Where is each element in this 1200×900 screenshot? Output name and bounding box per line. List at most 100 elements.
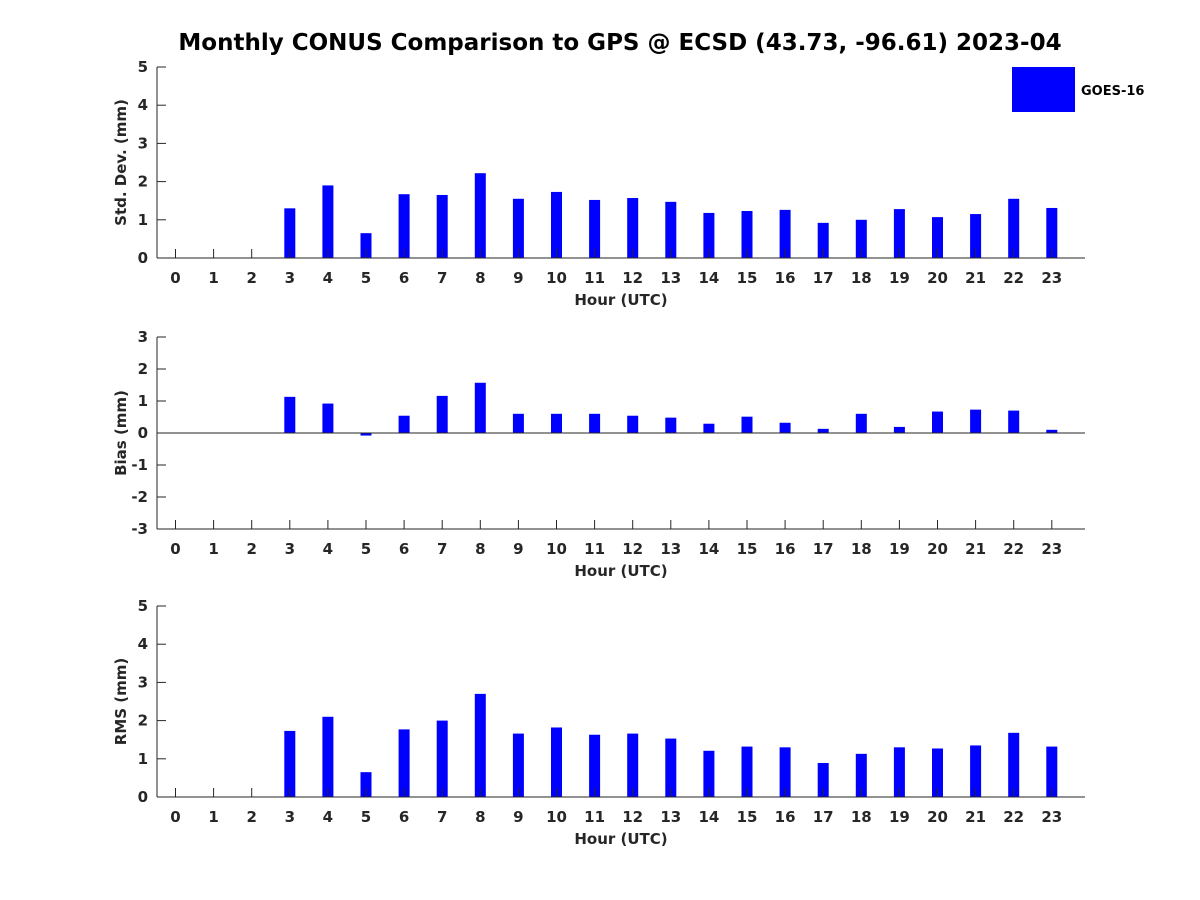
bar-14 bbox=[703, 423, 715, 433]
bar-20 bbox=[932, 217, 943, 258]
y-tick-label: 0 bbox=[138, 249, 148, 267]
bar-16 bbox=[779, 747, 791, 797]
x-tick-label: 7 bbox=[437, 269, 447, 287]
x-tick-label: 4 bbox=[323, 269, 333, 287]
bar-6 bbox=[398, 194, 410, 258]
x-tick-label: 0 bbox=[170, 269, 180, 287]
bar-18 bbox=[855, 219, 867, 258]
x-tick-label: 20 bbox=[927, 808, 948, 826]
y-tick-label: 2 bbox=[138, 173, 148, 191]
bar-11 bbox=[589, 734, 601, 797]
x-tick-label: 20 bbox=[927, 269, 948, 287]
x-tick-label: 9 bbox=[513, 808, 523, 826]
x-tick-label: 6 bbox=[399, 269, 409, 287]
x-tick-label: 4 bbox=[323, 808, 333, 826]
bar-12 bbox=[627, 415, 639, 433]
x-tick-label: 23 bbox=[1041, 269, 1062, 287]
x-tick-label: 17 bbox=[813, 269, 834, 287]
x-tick-label: 22 bbox=[1003, 269, 1024, 287]
x-tick-label: 13 bbox=[660, 808, 681, 826]
y-tick-label: 4 bbox=[138, 96, 148, 114]
legend-label: GOES-16 bbox=[1081, 84, 1144, 99]
x-tick-label: 10 bbox=[546, 540, 567, 558]
bar-13 bbox=[665, 201, 677, 258]
x-tick-label: 2 bbox=[246, 540, 256, 558]
bar-10 bbox=[551, 413, 562, 433]
y-tick-label: 1 bbox=[138, 750, 148, 768]
bar-17 bbox=[817, 763, 829, 797]
bar-6 bbox=[398, 415, 410, 433]
x-tick-label: 11 bbox=[584, 808, 605, 826]
bar-3 bbox=[284, 208, 296, 258]
x-tick-label: 12 bbox=[622, 269, 643, 287]
bar-23 bbox=[1046, 207, 1058, 258]
x-tick-label: 11 bbox=[584, 540, 605, 558]
x-tick-label: 21 bbox=[965, 269, 986, 287]
bar-10 bbox=[551, 191, 562, 258]
bar-22 bbox=[1008, 198, 1020, 258]
x-tick-label: 21 bbox=[965, 540, 986, 558]
x-tick-label: 23 bbox=[1041, 808, 1062, 826]
x-axis-label: Hour (UTC) bbox=[574, 562, 667, 580]
x-tick-label: 19 bbox=[889, 269, 910, 287]
x-tick-label: 17 bbox=[813, 540, 834, 558]
bar-8 bbox=[474, 693, 486, 797]
legend: GOES-16 bbox=[1012, 67, 1144, 112]
x-tick-label: 14 bbox=[698, 808, 719, 826]
x-tick-label: 6 bbox=[399, 540, 409, 558]
x-tick-label: 0 bbox=[170, 540, 180, 558]
y-tick-label: 3 bbox=[138, 328, 148, 346]
y-axis-label: Std. Dev. (mm) bbox=[112, 99, 130, 226]
x-tick-label: 13 bbox=[660, 540, 681, 558]
bar-9 bbox=[512, 733, 524, 797]
x-tick-label: 19 bbox=[889, 808, 910, 826]
y-tick-label: 0 bbox=[138, 788, 148, 806]
x-tick-label: 22 bbox=[1003, 808, 1024, 826]
x-tick-label: 11 bbox=[584, 269, 605, 287]
x-tick-label: 0 bbox=[170, 808, 180, 826]
x-tick-label: 5 bbox=[361, 269, 371, 287]
x-tick-label: 8 bbox=[475, 808, 485, 826]
bar-11 bbox=[589, 199, 601, 258]
bar-18 bbox=[855, 413, 867, 433]
bar-21 bbox=[970, 214, 982, 258]
legend-swatch bbox=[1012, 67, 1075, 112]
x-tick-label: 12 bbox=[622, 540, 643, 558]
x-tick-label: 9 bbox=[513, 540, 523, 558]
x-tick-label: 13 bbox=[660, 269, 681, 287]
x-tick-label: 19 bbox=[889, 540, 910, 558]
x-tick-label: 18 bbox=[851, 540, 872, 558]
x-tick-label: 17 bbox=[813, 808, 834, 826]
y-axis-label: Bias (mm) bbox=[112, 390, 130, 476]
bar-11 bbox=[589, 413, 601, 433]
bar-12 bbox=[627, 733, 639, 797]
x-tick-label: 15 bbox=[737, 540, 758, 558]
x-tick-label: 8 bbox=[475, 540, 485, 558]
y-axis-label: RMS (mm) bbox=[112, 658, 130, 745]
x-tick-label: 5 bbox=[361, 540, 371, 558]
bar-21 bbox=[970, 745, 982, 797]
bar-15 bbox=[741, 211, 753, 258]
x-tick-label: 1 bbox=[208, 540, 218, 558]
x-tick-label: 7 bbox=[437, 540, 447, 558]
x-tick-label: 5 bbox=[361, 808, 371, 826]
x-tick-label: 8 bbox=[475, 269, 485, 287]
bar-10 bbox=[551, 727, 562, 797]
bar-14 bbox=[703, 750, 715, 797]
bar-20 bbox=[932, 411, 943, 433]
x-tick-label: 18 bbox=[851, 808, 872, 826]
x-tick-label: 16 bbox=[775, 808, 796, 826]
bar-13 bbox=[665, 417, 677, 433]
bar-9 bbox=[512, 413, 524, 433]
x-tick-label: 3 bbox=[285, 808, 295, 826]
x-tick-label: 16 bbox=[775, 540, 796, 558]
bar-9 bbox=[512, 198, 524, 258]
bar-23 bbox=[1046, 746, 1058, 797]
bar-8 bbox=[474, 382, 486, 433]
x-tick-label: 18 bbox=[851, 269, 872, 287]
x-tick-label: 22 bbox=[1003, 540, 1024, 558]
